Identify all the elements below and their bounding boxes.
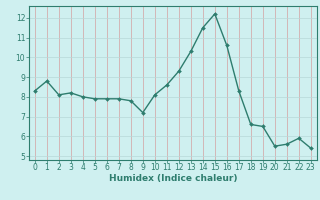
X-axis label: Humidex (Indice chaleur): Humidex (Indice chaleur)	[108, 174, 237, 183]
